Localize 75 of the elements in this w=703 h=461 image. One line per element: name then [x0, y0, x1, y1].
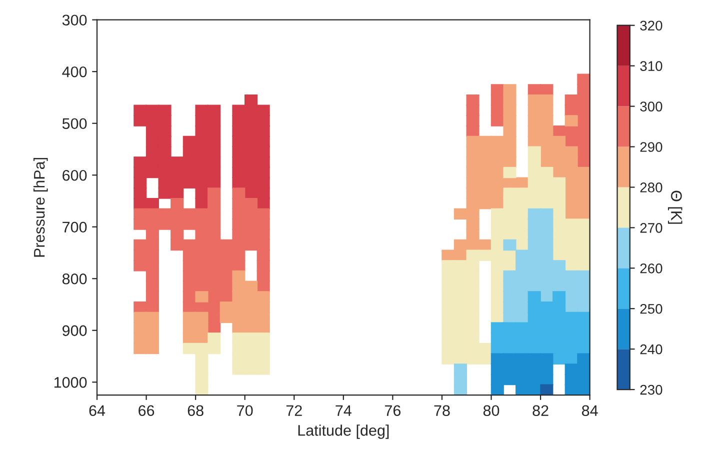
point	[577, 291, 590, 302]
color-bar-label: 250	[640, 304, 662, 314]
point	[516, 322, 529, 334]
point	[552, 260, 566, 272]
point	[516, 250, 529, 261]
point	[552, 301, 566, 313]
x-axis-title: Latitude [deg]	[298, 424, 389, 439]
color-bar-label: 260	[640, 263, 662, 274]
point	[454, 364, 467, 375]
x-tick-label: 70	[237, 405, 253, 416]
point	[454, 374, 467, 386]
point	[577, 301, 590, 313]
x-tick-label: 82	[532, 405, 548, 416]
point	[540, 229, 554, 240]
point	[528, 291, 541, 302]
point	[540, 353, 554, 364]
point	[503, 301, 516, 313]
y-tick-label: 300	[62, 14, 87, 26]
point	[516, 291, 529, 302]
point	[516, 301, 529, 313]
point	[503, 239, 516, 251]
color-bar-label: 320	[640, 20, 662, 31]
y-tick-label: 400	[62, 66, 87, 78]
y-tick-label: 500	[62, 118, 87, 130]
color-bar-label: 230	[640, 384, 662, 395]
x-tick-label: 78	[434, 405, 450, 416]
color-bar-title: Θ [K]	[668, 190, 682, 224]
point	[577, 353, 590, 364]
point	[540, 218, 554, 230]
point	[540, 250, 554, 261]
x-tick-label: 66	[138, 405, 154, 416]
point	[503, 374, 516, 386]
point	[577, 270, 590, 282]
x-tick-label: 64	[89, 405, 106, 416]
color-bar-label: 300	[640, 102, 662, 112]
color-bar-label: 240	[640, 344, 662, 354]
color-bar-label: 310	[640, 61, 662, 71]
x-tick-label: 68	[188, 405, 204, 416]
point	[540, 260, 554, 272]
x-tick-label: 84	[582, 405, 598, 416]
y-tick-label: 700	[62, 222, 87, 233]
point	[552, 353, 566, 364]
point	[540, 384, 554, 396]
point	[503, 322, 516, 334]
point	[454, 384, 467, 396]
point	[577, 322, 590, 334]
x-tick-label: 80	[483, 405, 500, 416]
x-tick-label: 72	[286, 405, 302, 416]
point	[577, 384, 590, 396]
point	[516, 270, 529, 282]
point	[552, 291, 566, 302]
color-bar-label: 290	[640, 142, 662, 152]
y-tick-label: 900	[62, 325, 87, 336]
point	[577, 374, 590, 386]
point	[503, 270, 516, 282]
color-bar-label: 280	[640, 182, 662, 192]
point	[490, 384, 504, 396]
y-tick-label: 800	[62, 273, 87, 284]
point	[503, 291, 516, 302]
point	[577, 364, 590, 375]
point	[516, 374, 529, 386]
y-axis-title: Pressure [hPa]	[34, 158, 48, 257]
point	[552, 270, 566, 282]
point	[540, 364, 554, 375]
point	[516, 260, 529, 272]
color-bar-label: 270	[640, 223, 662, 233]
point	[503, 353, 516, 364]
point	[516, 353, 529, 364]
point	[540, 374, 554, 386]
point	[577, 332, 590, 344]
point	[540, 301, 554, 313]
x-tick-label: 76	[384, 405, 401, 416]
y-tick-label: 1000	[54, 377, 87, 388]
x-tick-label: 74	[336, 405, 352, 416]
y-tick-label: 600	[62, 170, 87, 181]
